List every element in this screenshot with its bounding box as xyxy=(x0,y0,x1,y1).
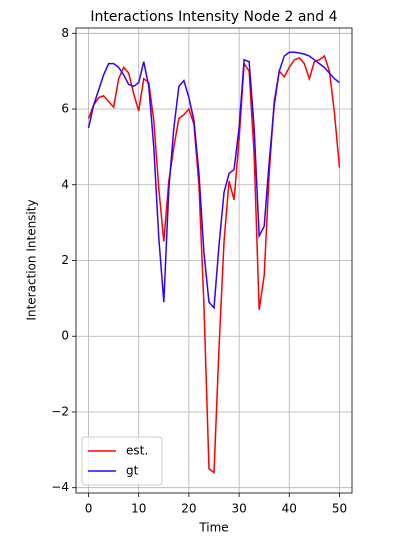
legend-label: est. xyxy=(126,444,148,458)
y-tick-label: 2 xyxy=(61,253,69,267)
series-line xyxy=(87,54,341,475)
series-line xyxy=(87,51,340,310)
y-tick-label: 0 xyxy=(61,329,69,343)
x-tick-label: 30 xyxy=(231,502,246,516)
plot-frame xyxy=(75,27,353,494)
x-axis-label: Time xyxy=(198,521,228,535)
x-tick-label: 50 xyxy=(332,502,347,516)
y-tick-label: −2 xyxy=(51,404,69,418)
legend-box xyxy=(81,436,163,486)
x-tick-label: 0 xyxy=(85,502,93,516)
y-tick-label: −4 xyxy=(51,480,69,494)
y-tick-label: 4 xyxy=(61,177,69,191)
y-axis-label: Interaction Intensity xyxy=(25,199,39,320)
chart-title: Interactions Intensity Node 2 and 4 xyxy=(90,9,337,25)
x-tick-label: 20 xyxy=(181,502,196,516)
x-tick-label: 10 xyxy=(131,502,146,516)
legend-label: gt xyxy=(126,464,139,478)
y-tick-label: 6 xyxy=(61,102,69,116)
y-tick-label: 8 xyxy=(61,26,69,40)
x-tick-label: 40 xyxy=(282,502,297,516)
